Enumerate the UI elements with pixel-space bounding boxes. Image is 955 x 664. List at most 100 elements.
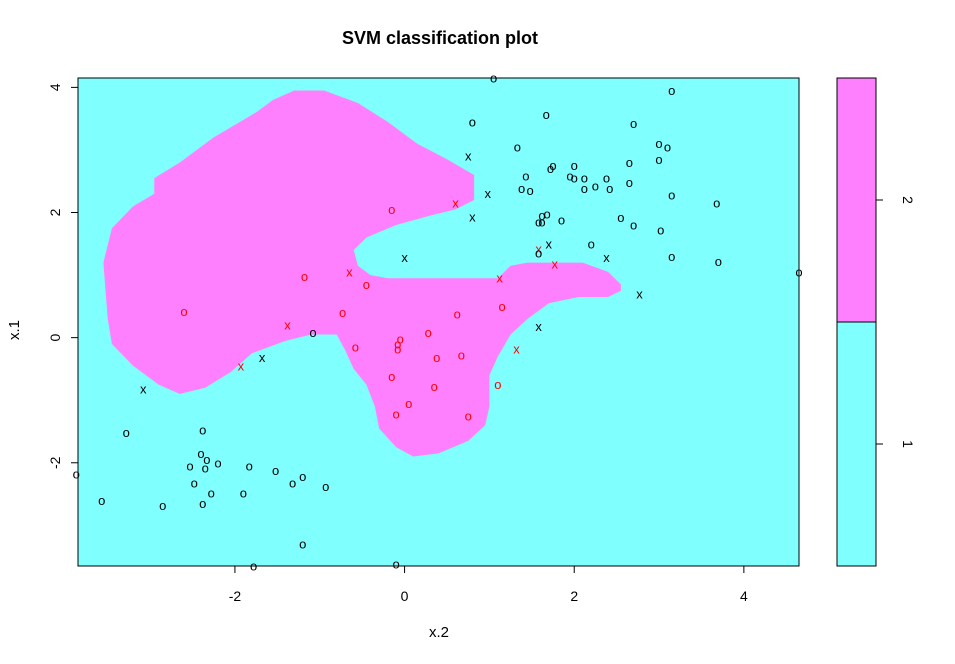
- y-axis: -2 0 2 4: [47, 83, 78, 469]
- y-tick-label: 4: [47, 83, 63, 91]
- data-point-x-40: x: [546, 236, 553, 251]
- legend-swatch-class-2: [837, 78, 876, 322]
- data-point-o-88: o: [299, 469, 306, 484]
- x-tick-label: 2: [570, 588, 578, 604]
- data-point-o-85: o: [202, 460, 209, 475]
- data-point-o-11: o: [549, 158, 556, 173]
- data-point-x-44: x: [401, 250, 408, 265]
- data-point-o-22: o: [526, 183, 533, 198]
- data-point-o-32: o: [543, 206, 550, 221]
- data-point-o-87: o: [73, 467, 80, 482]
- legend-label-class-1: 1: [900, 440, 916, 448]
- class-color-legend: 12: [836, 77, 916, 567]
- data-point-o-68: o: [433, 350, 440, 365]
- x-tick-label: 0: [401, 588, 409, 604]
- data-point-o-21: o: [518, 181, 525, 196]
- data-point-o-55: o: [180, 304, 187, 319]
- data-point-o-78: o: [123, 425, 130, 440]
- data-point-x-58: x: [284, 318, 291, 333]
- data-point-o-57: o: [454, 306, 461, 321]
- data-point-o-2: o: [543, 107, 550, 122]
- data-point-o-79: o: [199, 423, 206, 438]
- data-point-o-89: o: [289, 475, 296, 490]
- data-point-o-61: o: [425, 325, 432, 340]
- data-point-o-3: o: [469, 114, 476, 129]
- y-tick-label: 2: [47, 208, 63, 216]
- data-point-o-50: o: [301, 269, 308, 284]
- x-axis-label: x.2: [428, 624, 449, 641]
- data-point-x-25: x: [484, 186, 491, 201]
- data-point-x-28: x: [452, 196, 459, 211]
- data-point-o-92: o: [208, 485, 215, 500]
- data-point-x-47: x: [551, 256, 558, 271]
- data-point-o-84: o: [186, 458, 193, 473]
- data-point-x-41: x: [535, 241, 542, 256]
- data-point-o-80: o: [197, 446, 204, 461]
- data-point-o-7: o: [664, 139, 671, 154]
- data-point-o-73: o: [431, 379, 438, 394]
- data-point-o-38: o: [657, 223, 664, 238]
- data-point-o-39: o: [588, 236, 595, 251]
- data-point-o-9: o: [655, 152, 662, 167]
- data-point-x-49: x: [346, 264, 353, 279]
- data-point-x-59: x: [535, 319, 542, 334]
- legend-label-class-2: 2: [900, 196, 916, 204]
- data-point-o-82: o: [214, 455, 221, 470]
- data-point-x-66: x: [513, 341, 520, 356]
- y-tick-label: 0: [47, 333, 63, 341]
- data-point-o-71: o: [388, 369, 395, 384]
- data-point-o-43: o: [668, 249, 675, 264]
- data-point-o-99: o: [392, 557, 399, 572]
- data-point-o-5: o: [514, 139, 521, 154]
- data-point-o-91: o: [322, 479, 329, 494]
- data-point-o-24: o: [606, 181, 613, 196]
- data-point-o-12: o: [571, 158, 578, 173]
- data-point-x-8: x: [465, 149, 472, 164]
- data-point-o-62: o: [397, 331, 404, 346]
- data-point-o-95: o: [199, 496, 206, 511]
- data-point-o-29: o: [388, 202, 395, 217]
- y-tick-label: -2: [47, 456, 63, 469]
- data-point-o-18: o: [603, 171, 610, 186]
- data-point-x-69: x: [259, 350, 266, 365]
- data-point-o-14: o: [522, 169, 529, 184]
- data-point-x-53: x: [636, 286, 643, 301]
- data-point-o-97: o: [299, 537, 306, 552]
- data-point-o-77: o: [465, 408, 472, 423]
- data-point-o-31: o: [538, 208, 545, 223]
- data-point-x-45: x: [603, 250, 610, 265]
- legend-frame: [836, 77, 877, 567]
- data-point-o-20: o: [592, 179, 599, 194]
- data-point-o-6: o: [655, 136, 662, 151]
- class2-decision-region: [103, 90, 621, 457]
- data-point-o-23: o: [581, 181, 588, 196]
- data-point-o-54: o: [498, 299, 505, 314]
- data-point-x-30: x: [469, 209, 476, 224]
- x-axis: -2 0 2 4: [229, 566, 748, 604]
- chart-title: SVM classification plot: [341, 28, 539, 48]
- data-point-o-19: o: [626, 175, 633, 190]
- data-point-o-26: o: [668, 188, 675, 203]
- data-point-o-10: o: [626, 155, 633, 170]
- data-point-o-64: o: [352, 340, 359, 355]
- data-point-o-56: o: [339, 305, 346, 320]
- data-point-o-76: o: [392, 407, 399, 422]
- data-point-o-4: o: [630, 116, 637, 131]
- data-point-o-35: o: [558, 213, 565, 228]
- data-point-o-65: o: [394, 341, 401, 356]
- data-point-o-63: o: [394, 336, 401, 351]
- data-point-o-16: o: [571, 171, 578, 186]
- data-point-x-70: x: [238, 358, 245, 373]
- data-point-o-1: o: [668, 83, 675, 98]
- data-point-o-60: o: [309, 325, 316, 340]
- x-tick-label: 4: [740, 588, 748, 604]
- data-point-o-93: o: [240, 485, 247, 500]
- data-point-o-67: o: [458, 348, 465, 363]
- data-point-o-52: o: [363, 277, 370, 292]
- data-point-o-42: o: [535, 246, 542, 261]
- data-point-o-96: o: [159, 498, 166, 513]
- data-point-o-46: o: [715, 254, 722, 269]
- plot-frame: [77, 77, 800, 567]
- data-point-o-33: o: [617, 210, 624, 225]
